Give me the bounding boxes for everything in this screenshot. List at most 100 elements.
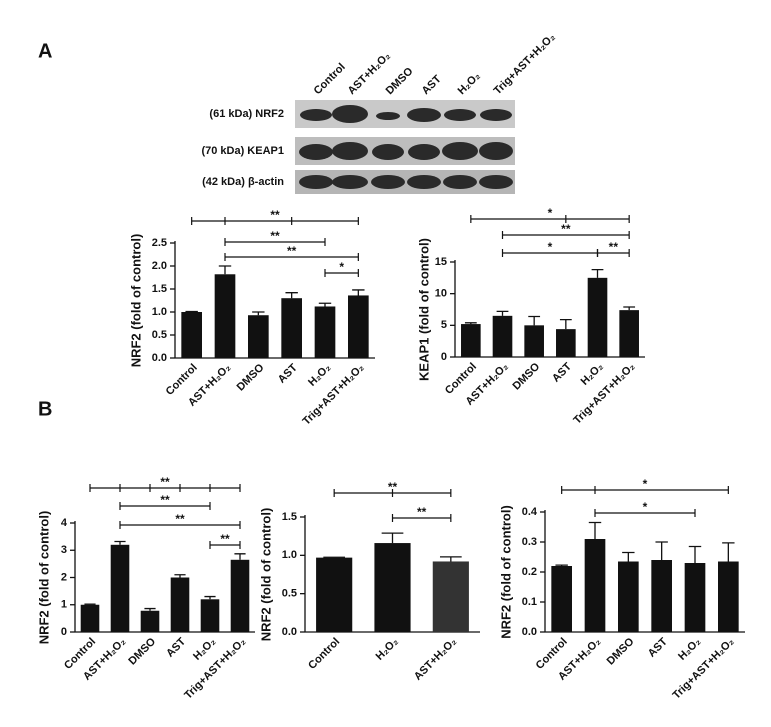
- x-tick-label: Trig+AST+H₂O₂: [671, 636, 737, 702]
- significance-label: *: [548, 240, 553, 254]
- x-tick-label: H₂O₂: [579, 361, 606, 388]
- bar: [231, 560, 250, 632]
- bar: [618, 562, 639, 633]
- significance-label: *: [643, 500, 648, 514]
- x-tick-label: Control: [306, 636, 342, 672]
- y-axis-label: KEAP1 (fold of control): [416, 238, 431, 381]
- error-bar: [497, 311, 509, 315]
- y-tick-label: 1.5: [152, 283, 167, 295]
- y-tick-label: 2: [61, 571, 67, 583]
- y-tick-label: 5: [441, 319, 447, 331]
- panel-label: B: [38, 398, 52, 420]
- error-bar: [234, 554, 245, 560]
- bar: [316, 558, 352, 632]
- bar: [524, 325, 544, 357]
- error-bar: [440, 557, 462, 562]
- x-tick-label: H₂O₂: [676, 636, 703, 663]
- significance-label: *: [548, 206, 553, 220]
- panel-label: A: [38, 40, 52, 62]
- y-tick-label: 0.5: [282, 588, 297, 600]
- bar: [201, 599, 220, 632]
- bar: [493, 316, 513, 357]
- y-axis-label: NRF2 (fold of control): [128, 234, 143, 368]
- significance-label: **: [220, 532, 230, 546]
- y-tick-label: 0.0: [152, 352, 167, 364]
- bar: [181, 312, 202, 358]
- error-bar: [84, 604, 95, 605]
- y-tick-label: 2.5: [152, 237, 167, 249]
- error-bar: [219, 266, 231, 274]
- lane-label: DMSO: [384, 65, 416, 97]
- error-bar: [655, 542, 667, 560]
- y-axis-label: NRF2 (fold of control): [36, 511, 51, 645]
- blot-row-label: (61 kDa) NRF2: [209, 108, 284, 120]
- significance-label: **: [388, 480, 398, 494]
- significance-label: **: [270, 208, 280, 222]
- y-tick-label: 1.5: [282, 511, 297, 523]
- x-tick-label: DMSO: [126, 635, 158, 667]
- lane-label: Trig+AST+H₂O₂: [492, 31, 558, 97]
- x-tick-label: AST: [164, 635, 188, 659]
- error-bar: [319, 303, 331, 306]
- blot-row-label: (70 kDa) KEAP1: [201, 145, 284, 157]
- x-tick-label: DMSO: [235, 361, 267, 393]
- x-tick-label: AST: [646, 635, 670, 659]
- bar: [651, 560, 672, 632]
- y-axis-label: NRF2 (fold of control): [498, 505, 513, 639]
- error-bar: [689, 547, 701, 564]
- x-tick-label: H₂O₂: [374, 636, 401, 663]
- bar: [374, 543, 410, 632]
- y-tick-label: 0.3: [522, 536, 537, 548]
- bar: [248, 315, 269, 358]
- error-bar: [722, 543, 734, 562]
- y-tick-label: 0.0: [282, 626, 297, 638]
- error-bar: [144, 609, 155, 611]
- x-tick-label: H₂O₂: [191, 636, 218, 663]
- bar: [718, 562, 739, 633]
- western-blot: [295, 100, 515, 194]
- error-bar: [174, 575, 185, 578]
- bar: [619, 310, 639, 357]
- bar: [588, 278, 608, 357]
- bar: [585, 539, 606, 632]
- error-bar: [528, 316, 540, 325]
- significance-label: *: [643, 477, 648, 491]
- significance-label: **: [160, 493, 170, 507]
- x-tick-label: Trig+AST+H₂O₂: [301, 362, 367, 428]
- bar: [171, 578, 190, 633]
- y-tick-label: 0.1: [522, 596, 537, 608]
- error-bar: [622, 553, 634, 562]
- y-tick-label: 0.0: [522, 626, 537, 638]
- x-tick-label: DMSO: [605, 635, 637, 667]
- error-bar: [352, 290, 364, 296]
- y-axis-label: NRF2 (fold of control): [258, 508, 273, 642]
- error-bar: [465, 323, 477, 324]
- x-tick-label: AST+H₂O₂: [412, 636, 459, 683]
- bar: [461, 324, 481, 357]
- y-tick-label: 3: [61, 544, 67, 556]
- bar: [551, 566, 572, 632]
- y-tick-label: 1.0: [152, 306, 167, 318]
- error-bar: [560, 320, 572, 330]
- significance-label: *: [339, 260, 344, 274]
- bar: [315, 306, 336, 358]
- y-tick-label: 1.0: [282, 549, 297, 561]
- x-tick-label: Trig+AST+H₂O₂: [571, 361, 637, 427]
- x-tick-label: H₂O₂: [306, 362, 333, 389]
- significance-label: **: [287, 244, 297, 258]
- bar: [111, 545, 130, 632]
- significance-label: **: [609, 240, 619, 254]
- x-tick-label: DMSO: [511, 360, 543, 392]
- significance-label: **: [160, 475, 170, 489]
- y-tick-label: 2.0: [152, 260, 167, 272]
- bar: [685, 563, 706, 632]
- lane-label: AST: [420, 73, 444, 97]
- lane-label: Control: [312, 61, 348, 97]
- bar: [281, 298, 302, 358]
- lane-label: H₂O₂: [456, 70, 483, 97]
- blot-row-label: (42 kDa) β-actin: [202, 176, 284, 188]
- bar: [348, 295, 369, 358]
- bar: [433, 561, 469, 632]
- error-bar: [285, 293, 297, 299]
